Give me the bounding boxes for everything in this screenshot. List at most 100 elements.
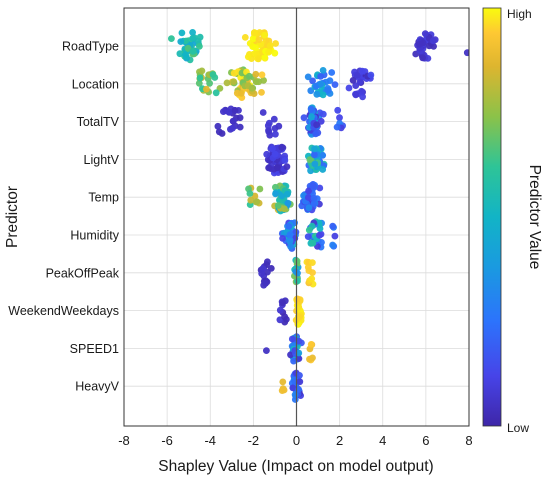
data-point — [329, 222, 337, 230]
data-point — [256, 185, 264, 193]
x-tick-label: -6 — [161, 433, 173, 448]
data-point — [316, 225, 324, 232]
data-point — [309, 77, 316, 85]
data-point — [241, 34, 249, 41]
x-tick-label: 4 — [379, 433, 386, 448]
data-point — [182, 37, 190, 45]
data-point — [265, 48, 272, 56]
data-point — [271, 49, 279, 57]
data-point — [309, 239, 317, 247]
data-point — [252, 70, 260, 78]
data-point — [304, 194, 312, 201]
x-tick-label: -2 — [248, 433, 260, 448]
data-point — [325, 86, 332, 94]
data-point — [272, 40, 279, 47]
data-point — [331, 232, 339, 240]
colorbar-low-label: Low — [507, 421, 529, 435]
data-point — [263, 150, 271, 158]
data-point — [189, 47, 197, 55]
predictor-label: Location — [72, 77, 119, 91]
data-point — [311, 160, 319, 168]
data-point — [281, 205, 288, 213]
data-point — [251, 29, 258, 37]
data-point — [281, 313, 288, 321]
data-point — [331, 81, 339, 88]
data-point — [313, 90, 321, 98]
data-point — [279, 299, 286, 307]
data-point — [429, 37, 437, 45]
data-point — [286, 238, 294, 245]
data-point — [319, 91, 327, 99]
data-point — [367, 71, 375, 79]
data-point — [333, 123, 341, 131]
data-point — [300, 114, 308, 122]
data-point — [258, 89, 265, 96]
data-point — [288, 335, 296, 343]
data-point — [296, 378, 304, 386]
data-point — [283, 163, 291, 171]
data-point — [265, 119, 273, 127]
data-point — [209, 71, 217, 78]
data-point — [289, 384, 297, 392]
data-point — [310, 194, 318, 202]
data-point — [308, 275, 316, 283]
y-axis-title: Predictor — [4, 186, 21, 248]
data-point — [319, 67, 327, 74]
data-point — [312, 130, 320, 138]
predictor-label: LightV — [84, 153, 120, 167]
data-points — [168, 29, 469, 403]
data-point — [345, 84, 353, 92]
data-point — [334, 106, 342, 114]
data-point — [271, 150, 279, 158]
data-point — [258, 270, 266, 277]
data-point — [229, 124, 236, 132]
data-point — [278, 387, 286, 394]
data-point — [284, 199, 292, 207]
data-point — [419, 54, 426, 62]
data-point — [306, 355, 313, 363]
data-point — [329, 241, 336, 249]
predictor-label: SPEED1 — [70, 342, 119, 356]
data-point — [304, 263, 312, 271]
data-point — [259, 109, 267, 116]
data-point — [248, 84, 256, 92]
data-point — [252, 198, 260, 206]
predictor-label: TotalTV — [77, 115, 120, 129]
predictor-label: WeekendWeekdays — [8, 304, 119, 318]
data-point — [294, 295, 301, 303]
data-point — [304, 73, 312, 81]
x-tick-label: -4 — [204, 433, 216, 448]
data-point — [307, 341, 315, 348]
data-point — [269, 145, 276, 153]
data-point — [196, 43, 203, 50]
data-point — [295, 355, 303, 362]
colorbar — [482, 7, 502, 427]
predictor-label: PeakOffPeak — [46, 266, 120, 280]
data-point — [203, 85, 210, 93]
x-tick-label: 0 — [293, 433, 300, 448]
data-point — [317, 117, 325, 125]
data-point — [309, 259, 316, 266]
data-point — [319, 110, 327, 118]
data-point — [247, 196, 255, 204]
data-point — [231, 107, 239, 114]
data-point — [287, 351, 294, 359]
data-point — [177, 38, 185, 45]
data-point — [244, 53, 252, 61]
data-point — [295, 337, 303, 345]
colorbar-high-label: High — [507, 7, 532, 21]
data-point — [178, 29, 186, 37]
data-point — [259, 265, 267, 272]
x-tick-label: 8 — [465, 433, 472, 448]
data-point — [261, 54, 268, 61]
data-point — [294, 277, 301, 285]
data-point — [336, 114, 343, 122]
data-point — [279, 378, 287, 386]
data-point — [306, 156, 314, 164]
data-point — [296, 313, 303, 321]
data-point — [317, 73, 324, 80]
data-point — [237, 90, 245, 97]
data-point — [198, 67, 206, 75]
data-point — [255, 55, 262, 63]
